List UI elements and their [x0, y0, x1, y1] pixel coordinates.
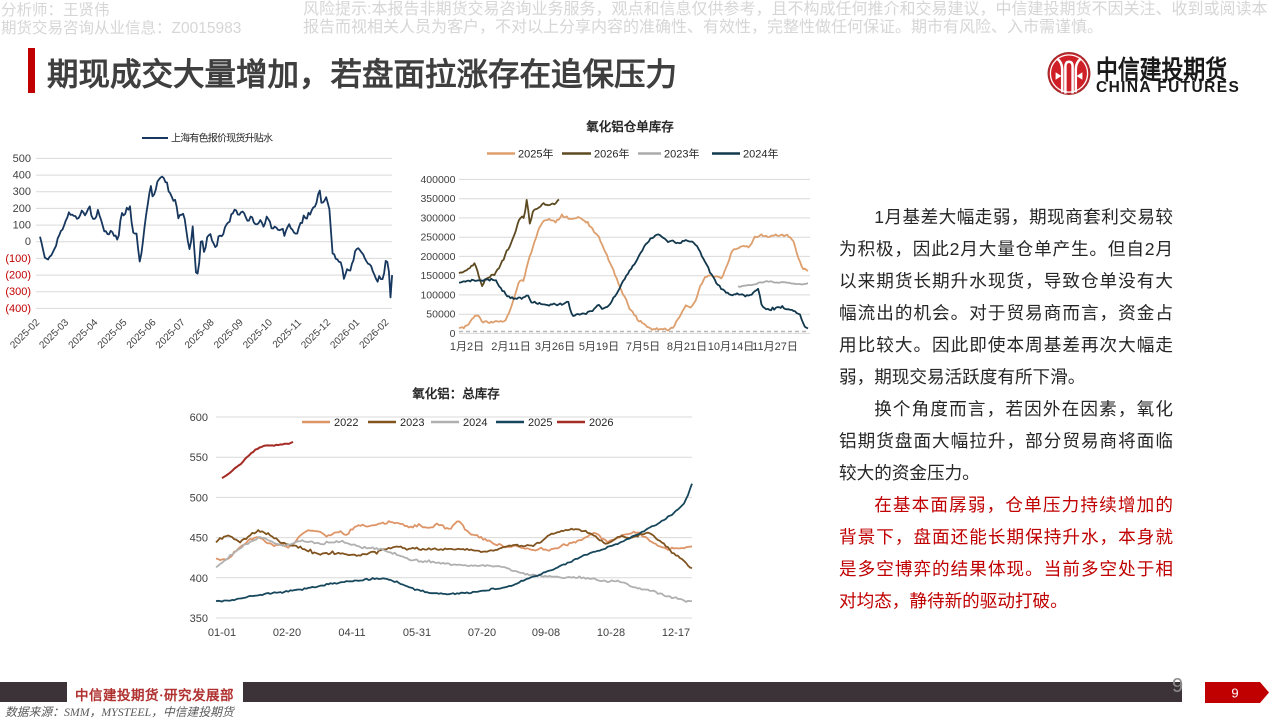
svg-text:氧化铝仓单库存: 氧化铝仓单库存 [585, 119, 674, 134]
svg-text:0: 0 [450, 328, 456, 340]
svg-text:500: 500 [190, 492, 208, 504]
svg-text:2025-10: 2025-10 [241, 317, 275, 351]
svg-text:350: 350 [190, 613, 208, 625]
svg-text:2023年: 2023年 [664, 147, 699, 161]
svg-text:8月21日: 8月21日 [667, 341, 707, 353]
svg-text:2026: 2026 [589, 417, 613, 429]
svg-text:400: 400 [13, 170, 31, 182]
svg-text:200000: 200000 [420, 251, 455, 263]
svg-text:2025-09: 2025-09 [212, 317, 246, 351]
svg-text:2022: 2022 [334, 417, 358, 429]
svg-text:9: 9 [1231, 686, 1238, 701]
svg-text:2025-04: 2025-04 [67, 317, 101, 351]
svg-text:3月26日: 3月26日 [535, 341, 575, 353]
svg-text:600: 600 [190, 412, 208, 424]
svg-text:10-28: 10-28 [597, 627, 625, 639]
svg-text:7月5日: 7月5日 [626, 341, 660, 353]
svg-text:2024: 2024 [463, 417, 487, 429]
svg-text:5月19日: 5月19日 [579, 341, 619, 353]
svg-text:100000: 100000 [420, 289, 455, 301]
svg-text:200: 200 [13, 203, 31, 215]
svg-text:2025-06: 2025-06 [125, 317, 159, 351]
svg-text:2025: 2025 [528, 417, 552, 429]
svg-text:150000: 150000 [420, 270, 455, 282]
svg-text:100: 100 [13, 220, 31, 232]
svg-text:500: 500 [13, 153, 31, 165]
svg-text:(100): (100) [5, 253, 31, 265]
svg-text:350000: 350000 [420, 193, 455, 205]
svg-text:2026-02: 2026-02 [358, 317, 392, 351]
svg-text:2025-03: 2025-03 [37, 317, 71, 351]
svg-text:2026-01: 2026-01 [328, 317, 362, 351]
svg-text:上海有色报价现货升贴水: 上海有色报价现货升贴水 [171, 132, 273, 145]
svg-text:2025-08: 2025-08 [183, 317, 217, 351]
svg-text:2024年: 2024年 [743, 147, 778, 161]
svg-text:10月14日: 10月14日 [708, 341, 754, 353]
svg-text:11月27日: 11月27日 [752, 341, 798, 353]
svg-text:(200): (200) [5, 270, 31, 282]
svg-text:2025-02: 2025-02 [8, 317, 42, 351]
svg-text:400: 400 [190, 573, 208, 585]
svg-text:(300): (300) [5, 286, 31, 298]
svg-text:2025-07: 2025-07 [154, 317, 188, 351]
svg-text:2025-12: 2025-12 [299, 317, 333, 351]
svg-text:50000: 50000 [426, 309, 455, 321]
svg-text:250000: 250000 [420, 232, 455, 244]
svg-text:氧化铝：总库存: 氧化铝：总库存 [411, 386, 500, 401]
svg-text:550: 550 [190, 452, 208, 464]
svg-text:01-01: 01-01 [208, 627, 236, 639]
svg-text:2025年: 2025年 [518, 147, 553, 161]
svg-text:450: 450 [190, 533, 208, 545]
svg-text:04-11: 04-11 [338, 627, 365, 639]
svg-text:1月2日: 1月2日 [450, 341, 484, 353]
svg-text:2025-11: 2025-11 [271, 317, 305, 351]
svg-text:12-17: 12-17 [662, 627, 690, 639]
svg-text:2023: 2023 [400, 417, 424, 429]
svg-text:2025-05: 2025-05 [96, 317, 130, 351]
svg-text:300000: 300000 [420, 212, 455, 224]
svg-text:09-08: 09-08 [532, 627, 560, 639]
svg-text:2026年: 2026年 [594, 147, 629, 161]
svg-text:07-20: 07-20 [468, 627, 496, 639]
svg-text:2月11日: 2月11日 [491, 341, 531, 353]
svg-text:02-20: 02-20 [273, 627, 301, 639]
svg-text:0: 0 [25, 236, 31, 248]
svg-text:(400): (400) [5, 303, 31, 315]
svg-text:05-31: 05-31 [403, 627, 431, 639]
svg-text:400000: 400000 [420, 174, 455, 186]
svg-text:300: 300 [13, 186, 31, 198]
